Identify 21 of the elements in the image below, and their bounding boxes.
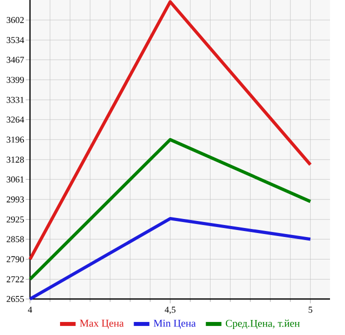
y-tick-label: 3467 (6, 56, 24, 63)
y-tick-label: 2858 (6, 236, 24, 242)
y-tick-label: 2722 (6, 276, 24, 282)
legend-label: Min Цена (154, 320, 196, 329)
y-tick-label: 3128 (6, 156, 24, 163)
x-tick-label: 4 (28, 306, 32, 313)
y-tick-label: 2993 (6, 196, 24, 202)
y-tick-label: 3061 (6, 176, 24, 182)
y-tick-label: 3534 (6, 37, 24, 44)
y-tick-label: 3196 (6, 136, 24, 143)
y-tick-label: 3264 (6, 116, 24, 123)
x-tick-label: 5 (308, 306, 312, 313)
legend-label: Max Цена (80, 320, 124, 329)
y-tick-label: 3602 (6, 17, 24, 24)
x-tick-label: 4,5 (164, 306, 176, 314)
y-tick-label: 3331 (6, 96, 24, 103)
legend-label: Сред.Цена, т.йен (226, 320, 300, 330)
y-tick-label: 2655 (6, 296, 24, 302)
y-tick-label: 2925 (6, 216, 24, 222)
y-tick-label: 3399 (6, 76, 24, 83)
y-tick-label: 2790 (6, 256, 24, 262)
